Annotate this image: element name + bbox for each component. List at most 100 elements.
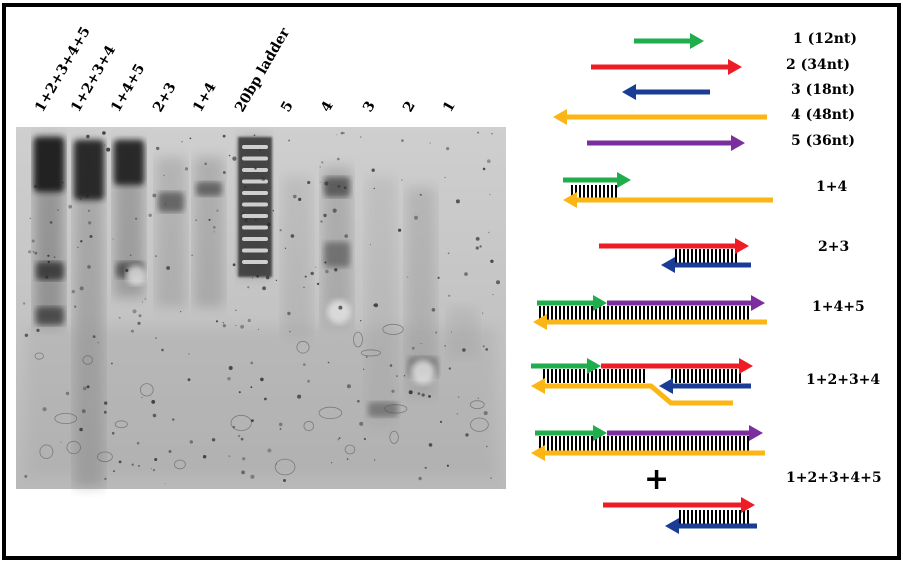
gel-speckle (216, 209, 219, 212)
gel-speckle (374, 303, 378, 308)
gel-speckle (188, 353, 190, 355)
gel-speckle (428, 443, 433, 447)
gel-speckle (254, 167, 257, 170)
gel-speckle (152, 468, 156, 472)
gel-speckle (363, 437, 366, 441)
gel-speckle (331, 462, 333, 464)
gel-speckle (235, 309, 237, 311)
gel-speckle (227, 377, 231, 381)
ladder-band (242, 191, 268, 195)
gel-speckle (307, 379, 310, 383)
gel-speckle (448, 294, 451, 297)
complex-label: 1+4+5 (812, 299, 865, 315)
gel-speckle (489, 193, 491, 196)
gel-bubble (173, 459, 186, 470)
gel-speckle (250, 474, 255, 479)
gel-speckle (408, 390, 413, 395)
complex-2-3-strand-2 (599, 238, 749, 254)
ladder-band (242, 156, 268, 161)
gel-speckle (482, 345, 485, 348)
gel-speckle (222, 321, 225, 324)
gel-speckle (491, 133, 493, 135)
ladder-band (242, 168, 268, 172)
gel-speckle (79, 286, 84, 291)
gel-bubble (82, 355, 93, 365)
gel-band (36, 262, 64, 280)
base-pairing (539, 436, 751, 452)
gel-speckle (222, 171, 226, 174)
gel-speckle (483, 411, 488, 416)
gel-speckle (465, 433, 469, 437)
gel-band (368, 402, 398, 417)
strand-5-arrow (587, 135, 745, 151)
gel-bubble (469, 400, 485, 410)
gel-speckle (344, 234, 349, 238)
gel-speckle (338, 305, 343, 310)
gel-bubble (296, 340, 310, 354)
strand-label: 1 (12nt) (793, 31, 857, 47)
gel-speckle (439, 420, 443, 423)
gel-speckle (152, 193, 157, 198)
gel-speckle (232, 156, 237, 161)
gel-speckle (180, 311, 182, 313)
gel-speckle (155, 255, 157, 258)
gel-speckle (284, 247, 287, 249)
gel-speckle (477, 397, 479, 399)
gel-speckle (401, 139, 404, 142)
gel-speckle (228, 455, 231, 457)
gel-speckle (154, 458, 158, 461)
gel-speckle (307, 180, 311, 185)
gel-speckle (411, 346, 415, 350)
gel-speckle (257, 328, 260, 331)
gel-speckle (191, 254, 193, 256)
gel-speckle (244, 218, 248, 223)
gel-speckle (464, 272, 468, 276)
ladder-band (242, 202, 268, 207)
ladder-band (242, 179, 268, 184)
gel-speckle (424, 466, 427, 469)
gel-speckle (337, 438, 340, 441)
gel-speckle (242, 212, 245, 214)
gel-speckle (77, 246, 79, 249)
gel-band (324, 242, 350, 267)
gel-speckle (490, 259, 494, 263)
gel-speckle (187, 378, 191, 382)
gel-speckle (272, 210, 274, 212)
gel-speckle (343, 186, 347, 190)
gel-speckle (338, 437, 341, 439)
gel-speckle (332, 208, 337, 213)
gel-speckle (228, 154, 231, 157)
gel-speckle (288, 139, 291, 142)
gel-speckle (111, 431, 115, 435)
gel-speckle (420, 343, 422, 344)
gel-bubble (382, 323, 404, 335)
gel-speckle (137, 321, 141, 325)
gel-speckle (222, 134, 226, 138)
gel-speckle (232, 263, 236, 267)
gel-speckle (125, 268, 129, 273)
gel-speckle (104, 401, 108, 405)
gel-speckle (337, 157, 340, 161)
gel-speckle (283, 479, 286, 482)
gel-speckle (374, 459, 376, 461)
gel-speckle (456, 413, 458, 415)
gel-speckle (104, 477, 107, 481)
gel-band (114, 140, 144, 185)
gel-speckle (47, 260, 50, 264)
gel-speckle (298, 197, 302, 201)
gel-speckle (118, 316, 121, 319)
gel-speckle (103, 410, 107, 414)
gel-speckle (337, 184, 341, 188)
gel-speckle (287, 311, 291, 316)
gel-speckle (455, 199, 460, 204)
gel-speckle (87, 209, 91, 212)
gel-speckle (212, 225, 216, 229)
gel-speckle (97, 341, 100, 344)
gel-speckle (156, 146, 160, 151)
gel-speckle (34, 251, 38, 255)
gel-speckle (401, 179, 403, 181)
gel-speckle (71, 289, 75, 294)
gel-speckle (22, 302, 26, 305)
lane-smear (194, 157, 224, 307)
gel-speckle (86, 134, 90, 139)
